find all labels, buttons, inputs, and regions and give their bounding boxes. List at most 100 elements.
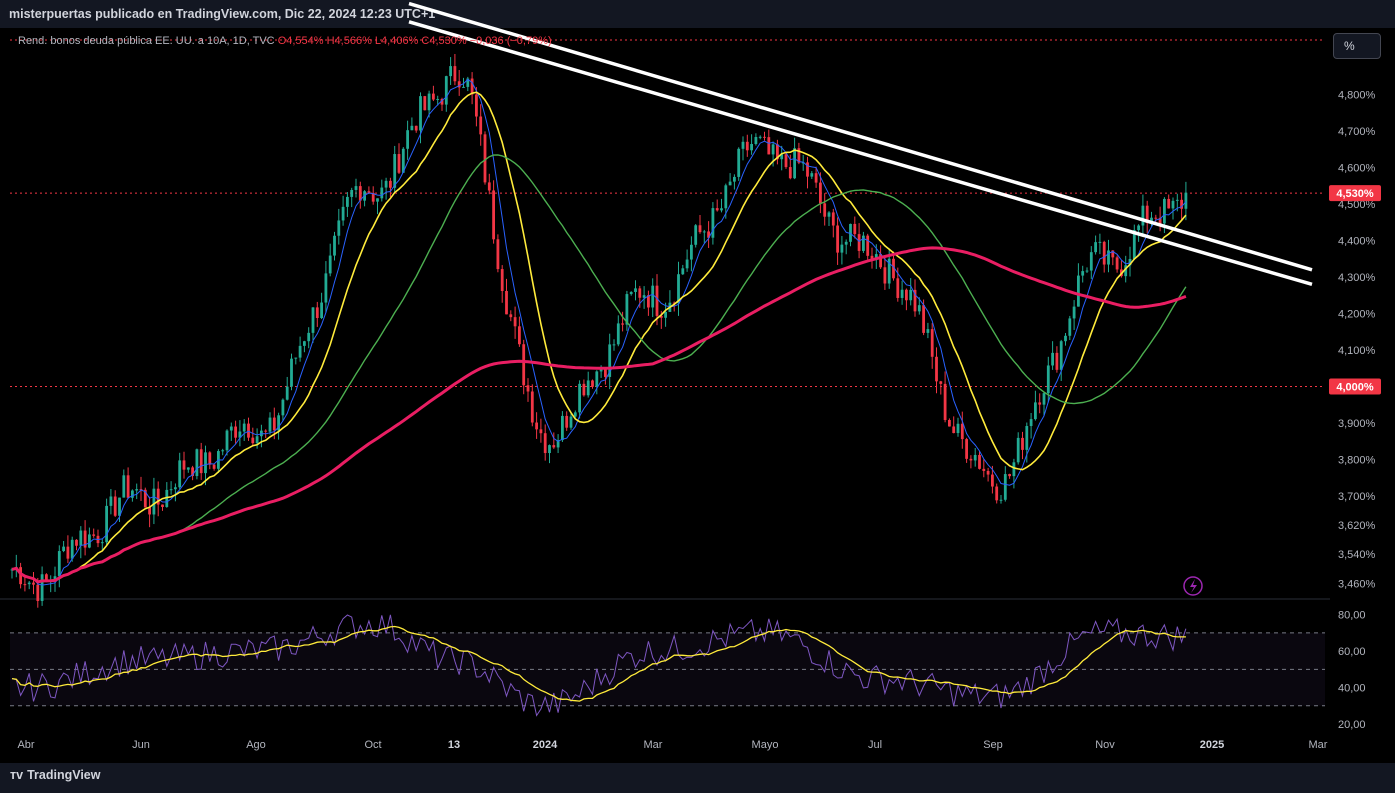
candle-body [690,244,693,260]
percent-scale-button[interactable]: % [1333,33,1381,59]
time-tick: Mar [644,739,663,751]
candle-body [737,148,741,177]
header-bar: misterpuertas publicado en TradingView.c… [0,0,1395,28]
candle-body [758,136,762,138]
candle-body [341,206,345,221]
candle-body [849,223,852,242]
rsi-tick: 60,00 [1338,646,1366,658]
candle-body [118,497,121,516]
candle-body [806,162,809,177]
candle-body [285,386,289,400]
candle-body [105,505,108,543]
candle-body [479,116,483,135]
price-tick: 3,540% [1338,549,1376,561]
candle-body [535,422,538,430]
candle-body [771,144,775,155]
candle-body [1089,252,1093,271]
candle-body [88,534,91,548]
candle-body [797,148,801,163]
candle-body [53,576,57,581]
candle-body [1158,217,1162,224]
candle-body [526,385,530,392]
candle-body [896,278,900,298]
price-tick: 4,500% [1338,199,1376,211]
candle-body [27,582,31,585]
candle-body [389,180,392,188]
candle-body [161,504,164,507]
candle-body [741,141,745,149]
candle-body [500,269,504,291]
candle-body [294,357,298,359]
price-tick: 3,460% [1338,578,1376,590]
candle-body [131,490,134,498]
candle-body [969,458,973,461]
candle-body [393,154,397,188]
candle-body [651,285,655,308]
candle-body [909,289,913,301]
ma-green-line [11,154,1187,583]
price-tick: 4,300% [1338,272,1376,284]
candle-body [879,254,882,268]
candle-body [10,569,14,571]
candle-body [1068,318,1072,336]
moving-averages-layer [11,78,1187,586]
candle-body [290,358,293,387]
alert-icon[interactable] [1183,576,1203,596]
grid-layer [0,39,1330,600]
candle-body [83,530,87,548]
tradingview-logo[interactable]: ᴛᴠ TradingView [10,768,100,782]
candle-body [698,225,702,233]
candle-body [354,186,358,190]
candle-body [1094,242,1097,253]
candle-body [410,125,414,131]
candle-body [655,285,659,316]
chart-area[interactable] [0,28,1395,763]
candle-body [939,381,943,384]
candle-body [629,291,633,295]
candle-body [1102,241,1106,265]
candle-body [505,290,508,315]
ma-fast-line [11,78,1187,586]
candle-body [19,567,22,585]
candle-body [32,582,35,585]
candle-body [126,475,130,498]
candle-body [238,431,242,438]
candle-body [1046,365,1050,394]
candle-body [1171,200,1175,209]
time-tick: Ago [246,739,266,751]
candle-body [582,383,586,396]
candle-body [999,499,1003,501]
candle-body [801,162,805,164]
candle-body [449,66,452,77]
candle-body [862,235,865,251]
candle-body [780,154,784,160]
candle-body [380,187,384,199]
candle-body [466,78,470,87]
candle-body [776,144,779,160]
candle-body [991,474,994,487]
attribution-text: misterpuertas publicado en TradingView.c… [9,7,436,21]
candle-body [960,423,964,440]
candle-body [242,423,246,432]
candle-body [1184,192,1188,209]
price-tick: 4,600% [1338,163,1376,175]
candle-body [745,141,749,151]
candle-body [350,189,354,197]
candle-body [174,487,177,490]
candle-body [57,551,61,577]
symbol-legend: Rend. bonos deuda pública EE. UU. a 10A,… [18,35,552,47]
candle-body [952,426,956,434]
candle-body [1059,341,1063,370]
candle-body [453,66,457,82]
candle-body [23,584,27,586]
ma-long-line [11,246,1187,584]
candle-body [930,329,934,357]
candle-body [754,137,758,145]
candle-body [367,191,371,193]
candle-body [672,302,676,304]
candle-body [1034,402,1037,420]
candle-body [264,430,268,432]
candle-body [836,225,839,253]
candle-body [1025,426,1029,450]
